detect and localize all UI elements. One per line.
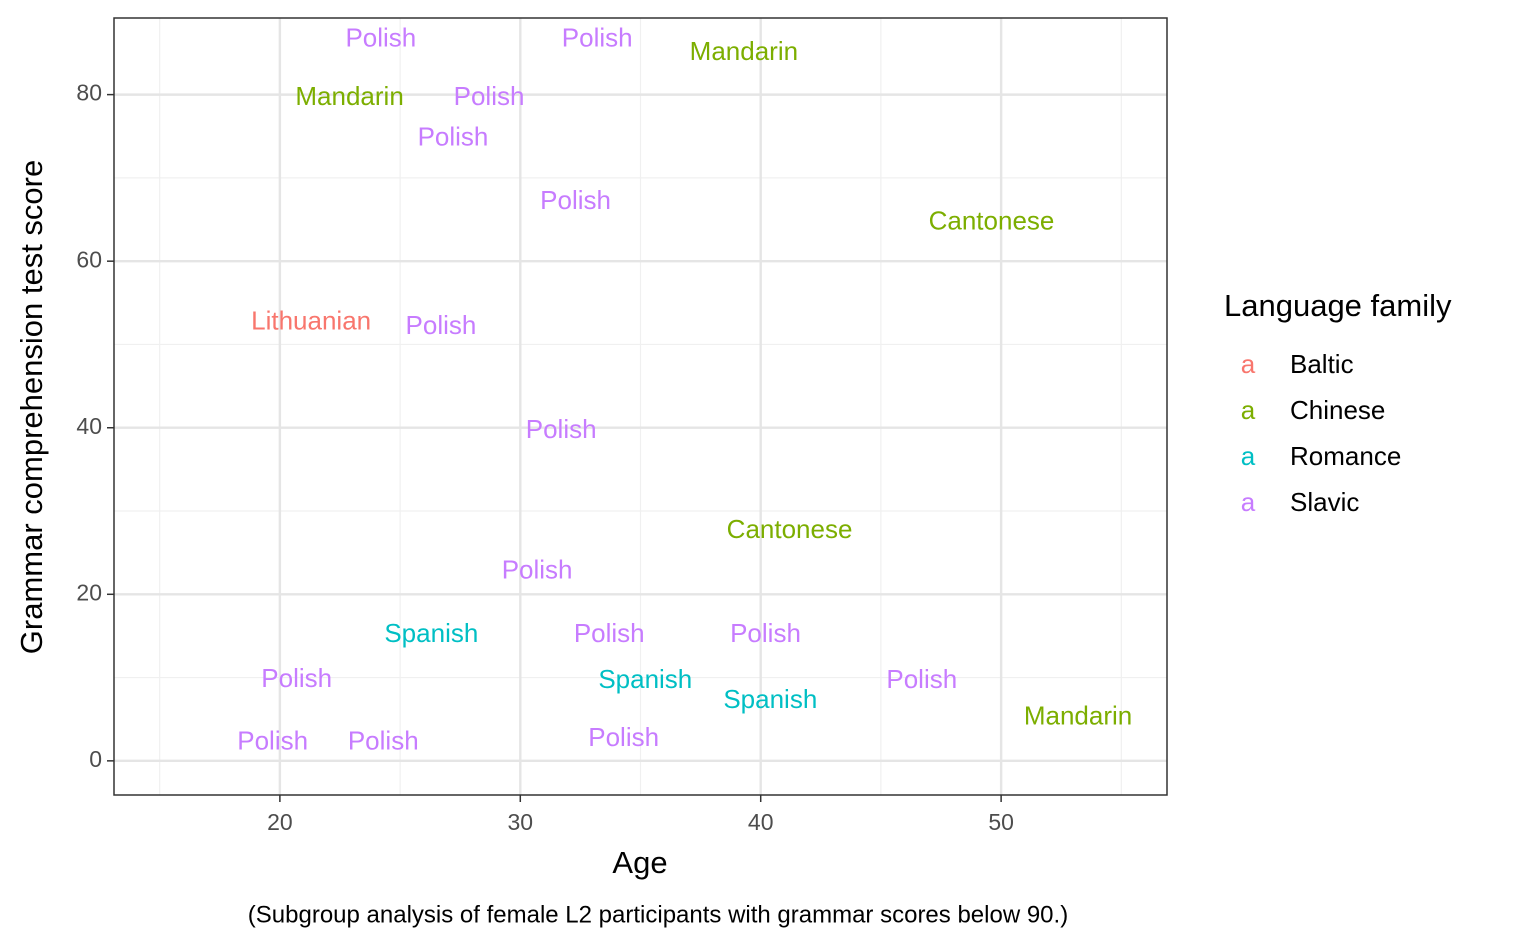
y-tick-label: 20	[76, 579, 102, 605]
point-label: Polish	[345, 23, 416, 53]
point-label: Cantonese	[929, 206, 1055, 236]
point-label: Polish	[886, 664, 957, 694]
legend-label: Slavic	[1290, 487, 1359, 517]
point-label: Cantonese	[727, 514, 853, 544]
legend-key: a	[1241, 349, 1256, 379]
x-tick-label: 20	[267, 809, 293, 835]
point-label: Polish	[454, 81, 525, 111]
point-label: Polish	[502, 555, 573, 585]
legend-label: Chinese	[1290, 395, 1385, 425]
point-label: Polish	[237, 725, 308, 755]
caption: (Subgroup analysis of female L2 particip…	[248, 901, 1068, 928]
x-tick-label: 40	[748, 809, 774, 835]
legend-label: Romance	[1290, 441, 1401, 471]
point-label: Polish	[418, 122, 489, 152]
x-axis-title: Age	[612, 845, 667, 880]
point-label: Polish	[562, 23, 633, 53]
point-label: Mandarin	[1024, 700, 1132, 730]
x-tick-label: 30	[507, 809, 533, 835]
y-tick-label: 60	[76, 246, 102, 272]
x-tick-label: 50	[988, 809, 1014, 835]
point-label: Spanish	[723, 684, 817, 714]
point-label: Mandarin	[295, 81, 403, 111]
legend-key: a	[1241, 487, 1256, 517]
point-label: Polish	[588, 722, 659, 752]
point-label: Polish	[730, 618, 801, 648]
panel-border	[113, 17, 1168, 796]
point-label: Polish	[574, 618, 645, 648]
y-axis-title: Grammar comprehension test score	[14, 160, 49, 654]
point-label: Polish	[540, 185, 611, 215]
legend-key: a	[1241, 441, 1256, 471]
point-label: Polish	[348, 725, 419, 755]
legend-title: Language family	[1224, 288, 1452, 323]
point-label: Mandarin	[690, 36, 798, 66]
point-label: Polish	[406, 310, 477, 340]
y-tick-label: 40	[76, 413, 102, 439]
y-tick-label: 80	[76, 80, 102, 106]
legend-label: Baltic	[1290, 349, 1354, 379]
point-label: Spanish	[384, 618, 478, 648]
point-label: Polish	[526, 414, 597, 444]
point-label: Polish	[261, 663, 332, 693]
point-label: Lithuanian	[251, 306, 371, 336]
point-label: Spanish	[598, 664, 692, 694]
legend-key: a	[1241, 395, 1256, 425]
y-tick-label: 0	[89, 746, 102, 772]
